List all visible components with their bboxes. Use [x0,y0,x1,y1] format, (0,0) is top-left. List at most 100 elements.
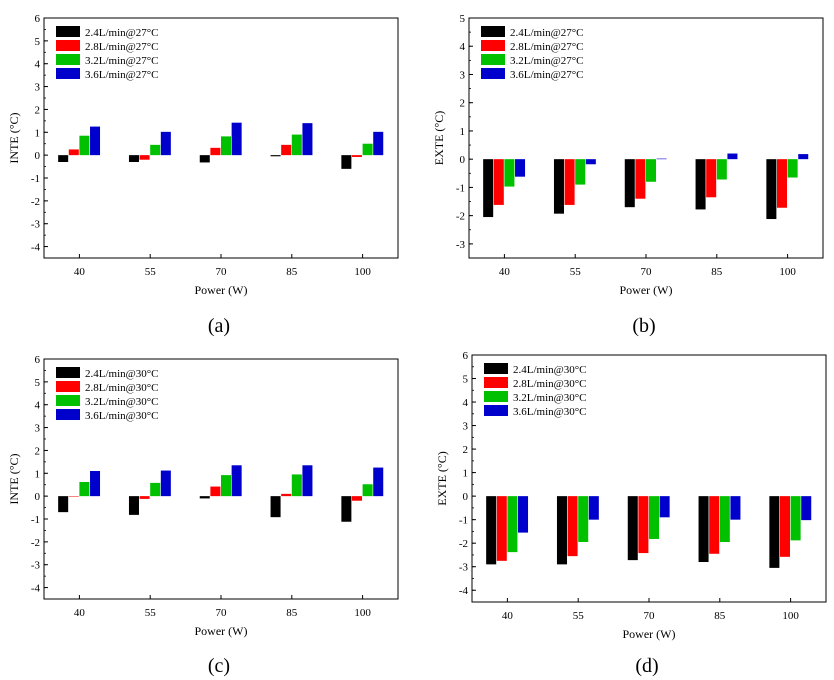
bar [281,493,292,497]
legend-label: 3.2L/min@27°C [85,55,159,67]
x-tick-label: 40 [74,607,86,619]
bar [231,122,242,156]
legend-label: 3.2L/min@30°C [513,392,587,404]
legend-label: 2.4L/min@27°C [510,27,584,39]
bar [496,496,507,561]
y-tick-label: -3 [31,560,41,572]
legend-label: 3.6L/min@30°C [513,406,587,418]
bar [231,465,242,497]
x-tick-label: 85 [286,607,298,619]
y-tick-label: 3 [463,421,469,433]
y-tick-label: -3 [31,219,41,231]
y-axis-title: EXTE (°C) [432,111,446,165]
bar [341,496,352,522]
bar [351,155,362,157]
bar [638,496,649,554]
legend-label: 3.2L/min@27°C [510,55,584,67]
bar [515,159,526,177]
legend-swatch [56,26,80,37]
bar [575,159,586,185]
bar [362,143,373,156]
bar [90,471,101,497]
bar [199,496,210,499]
bar [709,496,720,554]
y-tick-label: 5 [35,377,41,389]
y-tick-label: -2 [459,538,468,550]
legend-swatch [481,54,505,65]
panel-c: -4 -3 -2 -1 0 1 2 3 4 5 6 40 55 70 85 100 Power (W) INTE … [7,354,399,677]
y-tick-label: -3 [456,239,466,251]
bar [221,136,232,156]
bar [776,159,787,208]
y-tick-label: 4 [35,400,41,412]
panel-b: -3 -2 -1 0 1 2 3 4 5 40 55 70 85 100 Power (W) EXTE (°C… [432,13,824,337]
y-tick-label: 1 [463,468,469,480]
y-tick-label: 2 [35,445,41,457]
bar [730,496,741,520]
bar [695,159,706,210]
bar [291,134,302,156]
x-tick-label: 100 [782,610,799,622]
bar [160,131,171,156]
y-tick-label: 0 [35,491,41,503]
bar [627,496,638,561]
bar [210,147,221,156]
legend-swatch [56,395,80,406]
y-tick-label: 4 [460,41,466,53]
bar [139,155,150,160]
bar [493,159,504,205]
legend-swatch [56,40,80,51]
x-tick-label: 70 [644,610,656,622]
bar [341,155,352,169]
y-tick-label: -4 [31,583,41,595]
bar [79,481,90,497]
bar [556,496,567,565]
legend-label: 3.6L/min@27°C [510,69,584,81]
legend-swatch [484,377,508,388]
bar [504,159,515,187]
bar [139,496,150,499]
panel-a: -4 -3 -2 -1 0 1 2 3 4 5 6 40 55 70 85 100 Power (W) INTE … [7,13,399,337]
y-axis-title: EXTE (°C) [435,451,449,505]
bar [68,496,79,497]
bar [719,496,730,543]
bar [769,496,780,568]
legend-swatch [481,68,505,79]
panel-caption-c: (c) [208,655,230,677]
legend-label: 2.8L/min@30°C [513,378,587,390]
x-tick-label: 85 [714,610,726,622]
legend-label: 3.2L/min@30°C [85,396,159,408]
bar [706,159,717,198]
y-tick-label: 2 [35,104,41,116]
x-tick-label: 85 [711,266,723,278]
bar [798,154,809,160]
y-tick-label: 5 [460,13,466,25]
bar [90,126,101,156]
bar [150,144,161,156]
bar [160,470,171,497]
bar [518,496,529,533]
y-tick-label: 6 [463,350,469,362]
legend-swatch [56,409,80,420]
plot-frame [468,17,824,259]
y-tick-label: 2 [463,444,469,456]
legend-label: 3.6L/min@27°C [85,69,159,81]
bar [221,475,232,497]
y-tick-label: -1 [459,515,468,527]
bar [270,496,281,518]
y-tick-label: -1 [456,182,465,194]
x-tick-label: 100 [354,266,371,278]
y-tick-label: -1 [31,514,40,526]
x-tick-label: 55 [145,266,157,278]
legend-swatch [56,381,80,392]
bar [351,496,362,501]
x-tick-label: 70 [216,266,228,278]
x-tick-label: 100 [354,607,371,619]
x-axis-title: Power (W) [195,624,248,638]
legend-label: 2.8L/min@27°C [85,41,159,53]
bar [291,474,302,497]
y-tick-label: 6 [35,13,41,25]
panel-caption-a: (a) [208,315,230,337]
y-tick-label: -1 [31,173,40,185]
bar [646,159,657,182]
